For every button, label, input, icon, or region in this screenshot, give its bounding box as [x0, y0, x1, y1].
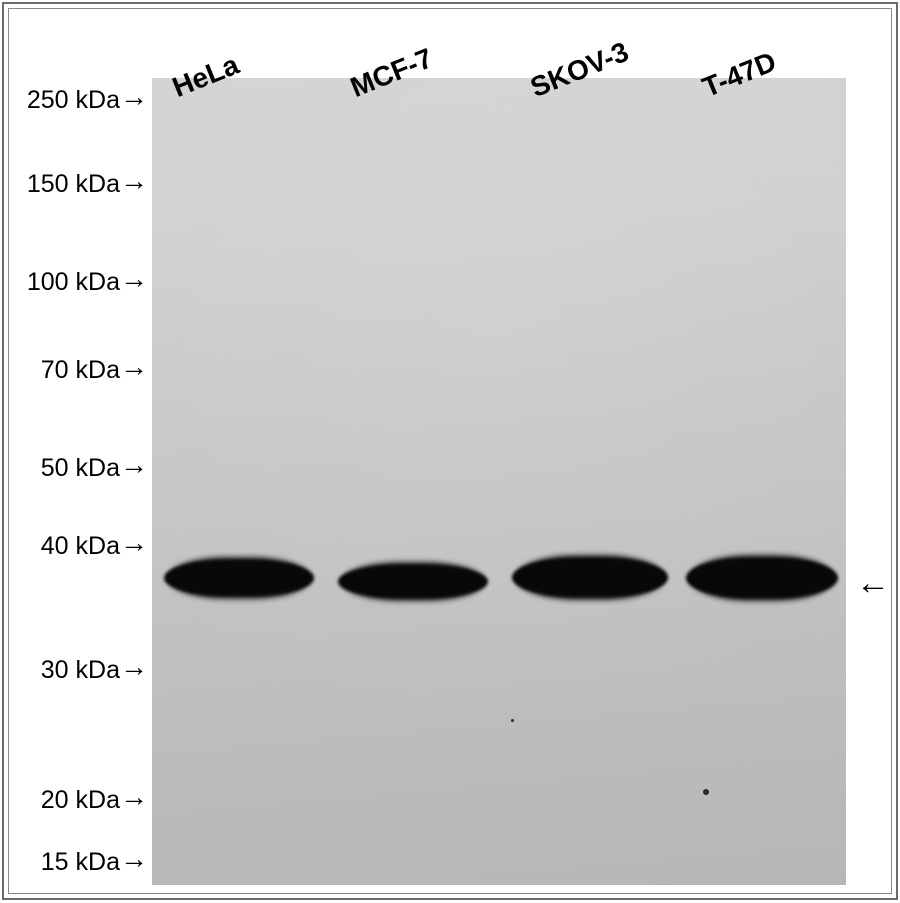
mw-label: 20 kDa	[0, 786, 120, 815]
mw-arrow-icon: →	[120, 451, 148, 479]
band-smear	[516, 555, 664, 600]
blot-membrane: WWW.PTGLAB.COM	[152, 78, 846, 885]
mw-label: 70 kDa	[0, 356, 120, 385]
mw-arrow-icon: →	[120, 845, 148, 873]
mw-label: 150 kDa	[0, 170, 120, 199]
mw-arrow-icon: →	[120, 529, 148, 557]
target-band-arrow: ←	[856, 566, 890, 600]
mw-arrow-icon: →	[120, 653, 148, 681]
mw-arrow-icon: →	[120, 353, 148, 381]
mw-label: 15 kDa	[0, 848, 120, 877]
band-smear	[690, 555, 834, 601]
mw-label: 100 kDa	[0, 268, 120, 297]
band-smear	[342, 562, 484, 601]
speck	[703, 789, 709, 795]
mw-label: 250 kDa	[0, 86, 120, 115]
mw-label: 50 kDa	[0, 454, 120, 483]
mw-arrow-icon: →	[120, 783, 148, 811]
band-smear	[168, 557, 310, 599]
mw-arrow-icon: →	[120, 265, 148, 293]
mw-label: 30 kDa	[0, 656, 120, 685]
mw-arrow-icon: →	[120, 83, 148, 111]
mw-label: 40 kDa	[0, 532, 120, 561]
speck	[511, 719, 514, 722]
mw-arrow-icon: →	[120, 167, 148, 195]
